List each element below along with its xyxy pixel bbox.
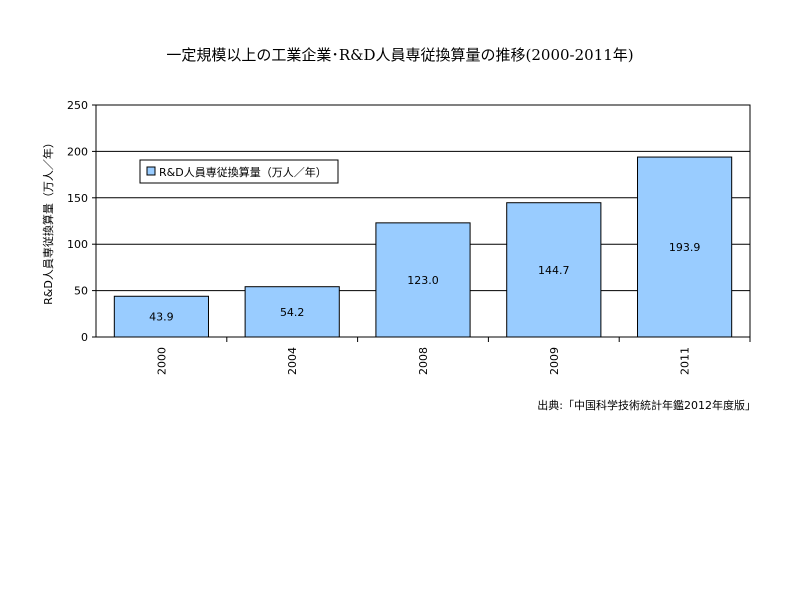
y-tick-label: 50 — [74, 285, 88, 298]
y-tick-label: 0 — [81, 331, 88, 344]
bar-value-label: 43.9 — [149, 311, 174, 324]
bar — [113, 295, 209, 338]
source-note: 出典:「中国科学技術統計年鑑2012年度版」 — [537, 399, 756, 412]
bar — [375, 222, 471, 338]
x-tick-label: 2008 — [417, 347, 430, 375]
bar-value-label: 193.9 — [669, 241, 701, 254]
y-tick-label: 200 — [67, 145, 88, 158]
y-tick-label: 150 — [67, 192, 88, 205]
x-tick-label: 2000 — [155, 347, 168, 375]
y-tick-label: 100 — [67, 238, 88, 251]
y-tick-label: 250 — [67, 99, 88, 112]
bar-value-label: 54.2 — [280, 306, 305, 319]
x-tick-label: 2009 — [548, 347, 561, 375]
legend-label: R&D人員専従換算量（万人／年） — [159, 165, 327, 179]
legend-swatch — [146, 166, 156, 176]
y-axis-label: R&D人員専従換算量（万人／年） — [41, 137, 55, 305]
x-tick-label: 2011 — [679, 347, 692, 375]
bar — [637, 156, 733, 338]
legend-box — [139, 159, 339, 184]
bar-value-label: 144.7 — [538, 264, 570, 277]
chart-title: 一定規模以上の工業企業･R&D人員専従換算量の推移(2000-2011年) — [166, 46, 634, 64]
bar — [506, 202, 602, 338]
x-tick-label: 2004 — [286, 347, 299, 375]
bar-value-label: 123.0 — [407, 274, 439, 287]
bar — [244, 286, 340, 338]
